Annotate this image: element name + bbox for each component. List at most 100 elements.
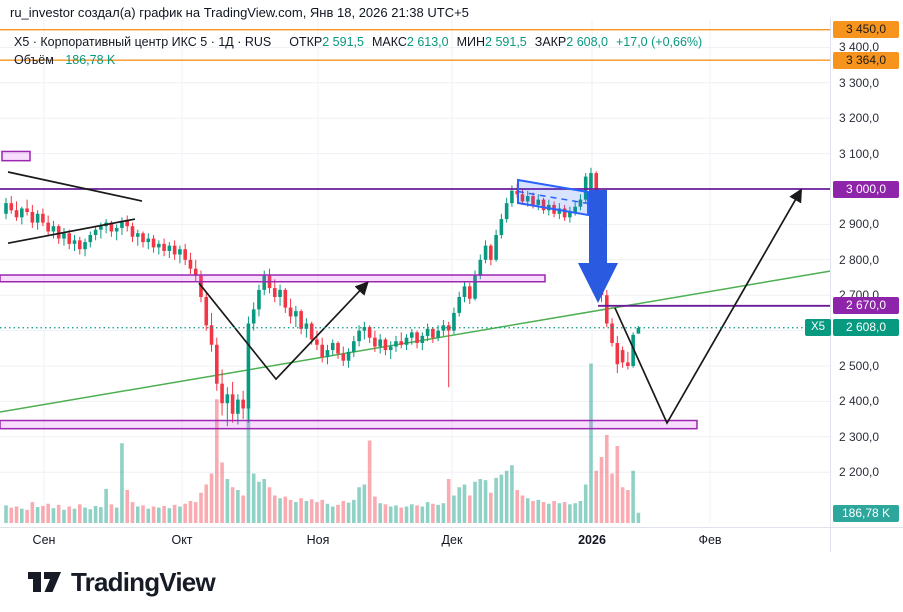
volume-bar xyxy=(610,473,614,523)
candle-body xyxy=(568,212,572,218)
volume-bar xyxy=(109,504,114,523)
black-trendline xyxy=(198,281,369,381)
volume-bar xyxy=(72,508,77,523)
volume-bar xyxy=(578,501,583,523)
volume-bar xyxy=(288,499,293,523)
volume-bar xyxy=(520,495,525,523)
candle-body xyxy=(425,328,430,336)
time-label: Сен xyxy=(32,533,56,547)
candle-body xyxy=(178,249,182,255)
volume-bar xyxy=(362,484,367,523)
volume-bar xyxy=(620,487,625,523)
candle-body xyxy=(77,240,82,250)
candle-body xyxy=(525,196,530,202)
candle-body xyxy=(188,259,193,269)
volume-bar xyxy=(225,479,230,523)
price-badge: 2 670,0 xyxy=(833,297,899,315)
volume-bar xyxy=(230,487,235,523)
candle-body xyxy=(388,346,393,351)
tradingview-logo[interactable]: TradingView xyxy=(28,567,216,598)
volume-bar xyxy=(573,503,577,523)
volume-bar xyxy=(4,505,8,523)
candle-body xyxy=(325,350,330,358)
volume-bar xyxy=(562,502,567,523)
volume-bar xyxy=(341,501,346,523)
volume-bar xyxy=(483,480,488,523)
volume-bar xyxy=(41,505,45,523)
volume-bar xyxy=(383,504,388,523)
candle-body xyxy=(120,220,124,228)
volume-bar xyxy=(283,496,288,523)
candle-body xyxy=(383,339,388,351)
candle-body xyxy=(4,203,8,214)
volume-bar xyxy=(378,503,382,523)
candle-body xyxy=(204,296,209,326)
volume-bar xyxy=(193,502,198,523)
volume-bar xyxy=(304,501,309,523)
candle-body xyxy=(357,330,361,342)
volume-bar xyxy=(120,443,124,523)
volume-bar xyxy=(114,507,119,523)
volume-bar xyxy=(330,506,335,523)
volume-bar xyxy=(515,490,519,523)
time-label: 2026 xyxy=(578,533,606,547)
volume-bar xyxy=(246,404,251,523)
volume-bar xyxy=(188,501,193,523)
candle-body xyxy=(483,245,488,260)
symbol-title[interactable]: X5 · Корпоративный центр ИКС 5 · 1Д · RU… xyxy=(14,35,272,49)
volume-bar xyxy=(199,492,203,523)
candle-body xyxy=(610,323,614,343)
candle-body xyxy=(494,235,498,260)
volume-bar xyxy=(504,470,509,523)
volume-bar xyxy=(135,506,140,523)
volume-label: Объём xyxy=(14,53,54,67)
volume-bar xyxy=(452,495,456,523)
candle-body xyxy=(615,342,620,365)
volume-legend: Объём 186,78 K xyxy=(14,53,115,67)
volume-bar xyxy=(257,481,261,523)
volume-bar xyxy=(62,509,66,523)
candle-body xyxy=(230,394,235,414)
volume-bar xyxy=(494,477,498,523)
volume-value: 186,78 K xyxy=(65,53,116,67)
volume-bar xyxy=(99,507,103,523)
volume-bar xyxy=(88,509,93,523)
volume-bar xyxy=(14,506,19,523)
volume-bar xyxy=(178,506,182,523)
candle-body xyxy=(278,289,282,297)
volume-bar xyxy=(320,499,324,523)
volume-bar xyxy=(215,399,219,523)
candle-body xyxy=(109,222,114,232)
candle-body xyxy=(135,233,140,237)
price-tick: 2 500,0 xyxy=(839,359,880,373)
candle-body xyxy=(246,323,251,409)
candle-body xyxy=(467,286,472,299)
volume-bar xyxy=(204,484,209,523)
volume-bar xyxy=(478,479,483,523)
volume-bar xyxy=(299,498,303,523)
candle-body xyxy=(441,325,446,331)
candle-body xyxy=(452,312,456,331)
candle-body xyxy=(167,245,172,251)
candle-body xyxy=(225,394,230,404)
price-badge: 3 364,0 xyxy=(833,51,899,69)
volume-bar xyxy=(162,505,166,523)
volume-bar xyxy=(325,503,330,523)
candle-body xyxy=(288,307,293,317)
volume-bar xyxy=(93,505,98,523)
candle-body xyxy=(352,341,356,352)
price-tick: 3 200,0 xyxy=(839,111,880,126)
candle-body xyxy=(146,238,151,243)
volume-bar xyxy=(125,490,130,523)
candle-body xyxy=(9,203,14,211)
price-tick: 2 200,0 xyxy=(839,465,880,480)
candle-body xyxy=(209,325,214,345)
volume-bar xyxy=(373,496,377,523)
candle-body xyxy=(626,362,630,366)
volume-bar xyxy=(626,490,630,523)
candle-body xyxy=(46,222,50,232)
volume-bar xyxy=(167,508,172,523)
time-label: Ноя xyxy=(306,533,330,547)
volume-bar xyxy=(409,504,414,523)
